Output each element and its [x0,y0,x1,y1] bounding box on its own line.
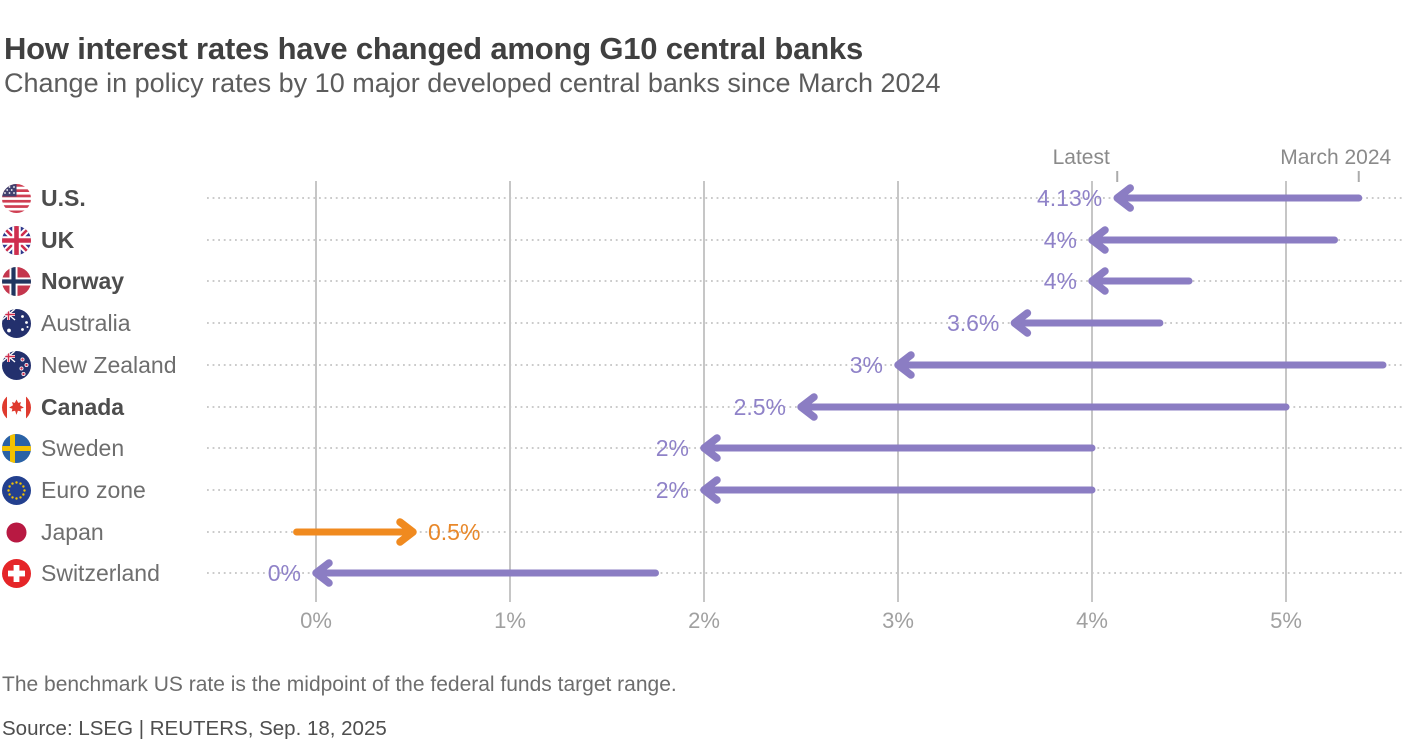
value-label: 0.5% [428,519,480,545]
switzerland-flag-icon [2,558,31,588]
axis-tick-label: 0% [300,608,332,633]
trend-arrow-head [700,434,721,462]
value-label: 3% [850,352,883,378]
value-label: 2.5% [734,394,786,420]
chart-footnote: The benchmark US rate is the midpoint of… [2,673,677,696]
country-row: Sweden [2,433,124,463]
country-row: Euro zone [2,475,146,505]
axis-tick-label: 3% [882,608,914,633]
country-row: Australia [2,308,130,338]
axis-tick-label: 5% [1270,608,1302,633]
trend-arrow-head [1010,309,1032,337]
chart-title: How interest rates have changed among G1… [4,30,864,66]
chart-subtitle: Change in policy rates by 10 major devel… [4,68,941,98]
value-label: 2% [656,435,689,461]
country-row: Canada [2,392,124,422]
uk-flag-icon [2,225,31,255]
country-row: U.S. [2,183,86,213]
column-header-latest: Latest [1053,146,1110,169]
column-header-march: March 2024 [1280,146,1391,169]
norway-flag-icon [2,266,31,296]
trend-arrow-head [700,476,721,504]
trend-arrow-head [1088,267,1109,295]
value-label: 4.13% [1037,185,1102,211]
country-row: Norway [2,266,124,296]
country-label: New Zealand [41,351,177,378]
country-row: Japan [2,517,104,547]
sweden-flag-icon [2,433,31,463]
axis-tick-label: 4% [1076,608,1108,633]
value-label: 0% [268,560,301,586]
canada-flag-icon [2,392,31,422]
value-label: 4% [1044,227,1077,253]
value-label: 2% [656,477,689,503]
country-row: Switzerland [2,558,160,588]
chart-source: Source: LSEG | REUTERS, Sep. 18, 2025 [2,717,387,740]
country-label: Sweden [41,434,125,461]
trend-arrow-head [396,518,417,546]
japan-flag-icon [2,517,31,547]
value-label: 3.6% [947,310,999,336]
country-row: New Zealand [2,350,177,380]
country-label: Switzerland [41,559,160,586]
trend-arrow-head [312,559,333,587]
us-flag-icon [2,183,31,213]
trend-arrow-head [797,393,818,421]
trend-arrow-head [1113,184,1134,212]
value-label: 4% [1044,268,1077,294]
country-label: Australia [41,309,131,336]
axis-tick-label: 2% [688,608,720,633]
trend-arrow-head [894,351,915,379]
australia-flag-icon [2,308,31,338]
country-row: UK [2,225,74,255]
trend-arrow-head [1088,226,1109,254]
new-zealand-flag-icon [2,350,31,380]
country-label: Euro zone [41,476,146,503]
euro-zone-flag-icon [2,475,31,505]
country-label: Japan [41,518,104,545]
axis-tick-label: 1% [494,608,526,633]
country-label: Norway [41,267,125,294]
country-label: Canada [41,393,125,420]
country-label: UK [41,226,75,253]
country-label: U.S. [41,184,86,211]
